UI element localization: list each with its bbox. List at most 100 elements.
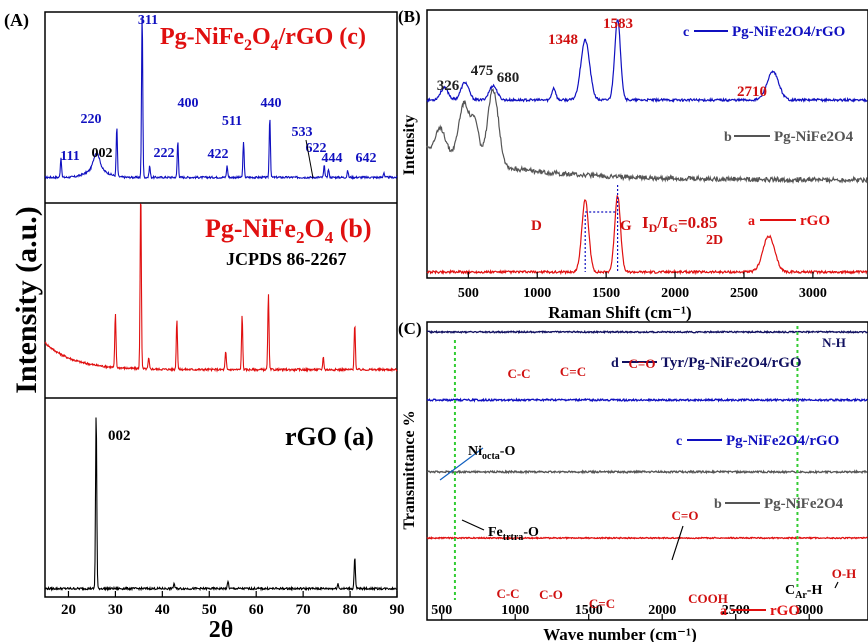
raman-peak-label-1348: 1348	[548, 32, 578, 48]
x-tick-label: 1000	[523, 286, 551, 301]
panel-b-x-axis-label: Raman Shift (cm⁻¹)	[548, 303, 691, 322]
panel-b-label: (B)	[398, 7, 421, 26]
raman-2d-label: 2D	[706, 233, 723, 248]
title-c-sub1: 2	[244, 37, 252, 54]
raman-curve-a	[426, 195, 868, 276]
ratio-value: =0.85	[678, 213, 717, 232]
ftir-legend-name-d: Tyr/Pg-NiFe2O4/rGO	[661, 355, 802, 371]
x-tick-label: 2000	[661, 286, 689, 301]
peak-label-444: 444	[322, 151, 343, 166]
ratio-sub-g: G	[669, 221, 678, 235]
panel-b-y-axis-label: Intensity	[401, 115, 418, 175]
x-tick-label: 3000	[795, 603, 823, 618]
band-label-c-o: C=O	[629, 356, 656, 371]
xrd-curve-b	[44, 203, 398, 373]
panel-c-curves	[426, 326, 868, 600]
x-tick-label: 3000	[799, 286, 827, 301]
x-tick-label: 90	[390, 602, 405, 618]
x-tick-label: 1000	[501, 603, 529, 618]
peak-label-642: 642	[356, 151, 377, 166]
band-label-c-o: C-O	[539, 587, 563, 602]
raman-curve-c	[426, 18, 868, 103]
peak-label-511: 511	[222, 114, 242, 129]
panel-a-curves	[44, 17, 398, 592]
panel-a-title-a: rGO (a)	[285, 422, 374, 451]
x-tick-label: 500	[458, 286, 479, 301]
raman-peak-label-680: 680	[497, 70, 520, 86]
panel-c-y-axis-label: Transmittance %	[401, 410, 418, 529]
peak-label-440: 440	[261, 96, 282, 111]
car-sub: Ar	[795, 590, 807, 601]
panel-c-x-ticks: 500 1000 1500 2000 2500 3000	[431, 603, 823, 620]
ratio-i1: I	[642, 213, 649, 232]
panel-b-x-ticks: 500 1000 1500 2000 2500 3000	[458, 272, 827, 301]
ni-octa-label: Niocta-O	[468, 444, 515, 462]
panel-b-frame	[426, 9, 868, 279]
band-label-c-o: C=O	[672, 508, 699, 523]
arrow-ni	[439, 447, 484, 481]
raman-ratio: ID/IG=0.85	[642, 213, 717, 235]
raman-g-label: G	[620, 218, 632, 234]
ratio-mid: /I	[656, 213, 669, 232]
peak-label-311: 311	[138, 13, 158, 28]
peak-label-622: 622	[306, 141, 327, 156]
raman-peak-label-326: 326	[437, 78, 460, 94]
ftir-legend-key-a: a	[720, 604, 727, 619]
peak-label-220: 220	[81, 112, 102, 127]
x-tick-label: 20	[61, 602, 76, 618]
arrow-fe	[461, 519, 485, 531]
x-tick-label: 60	[249, 602, 264, 618]
raman-d-label: D	[531, 218, 542, 234]
panel-a-y-axis-label: Intensity (a.u.)	[10, 206, 43, 394]
band-label-c-c: C=C	[589, 596, 615, 611]
peak-label-222: 222	[154, 146, 175, 161]
panel-b: (B) 500 1000 1500 2000 2500 3000 326 475 680 134…	[398, 7, 868, 322]
ni-tail: -O	[500, 444, 516, 459]
peak-label-111: 111	[60, 149, 79, 164]
legend-name-c: Pg-NiFe2O4/rGO	[732, 24, 845, 40]
title-c-main: Pg-NiFe	[160, 24, 244, 50]
xrd-curve-c	[44, 17, 398, 181]
fe-tail: -O	[523, 525, 539, 540]
car-main: C	[785, 583, 795, 598]
raman-peak-label-2710: 2710	[737, 84, 767, 100]
panel-a-title-b: Pg-NiFe2O4 (b)	[205, 214, 371, 247]
ftir-legend-name-a: rGO	[770, 603, 800, 619]
panel-a-jcpds: JCPDS 86-2267	[226, 249, 347, 269]
panel-b-curves	[426, 18, 868, 276]
band-label-c-c: C-C	[496, 586, 519, 601]
title-c-mid: O	[252, 24, 271, 50]
band-label-cooh: COOH	[688, 591, 728, 606]
car-tail: -H	[807, 583, 823, 598]
x-tick-label: 2000	[648, 603, 676, 618]
fe-sub: trtra	[503, 532, 524, 543]
legend-key-a: a	[748, 214, 755, 229]
raman-peak-label-475: 475	[471, 63, 494, 79]
band-label-n-h: N-H	[822, 335, 846, 350]
x-tick-label: 50	[202, 602, 217, 618]
panel-a-x-axis-label: 2θ	[209, 617, 234, 642]
band-label-c-c: C=C	[560, 364, 586, 379]
peak-label-422: 422	[208, 147, 229, 162]
ftir-curve-b	[426, 469, 868, 475]
peak-label-rgo-002: 002	[108, 428, 131, 444]
panel-c-frame	[426, 321, 868, 621]
ftir-legend-name-c: Pg-NiFe2O4/rGO	[726, 433, 839, 449]
ratio-sub-d: D	[649, 221, 658, 235]
arrow-co-top	[671, 525, 684, 561]
x-tick-label: 70	[296, 602, 311, 618]
xrd-curve-a	[44, 417, 398, 592]
title-b-tail: (b)	[333, 214, 371, 243]
arrow-533	[305, 139, 314, 179]
ni-main: Ni	[468, 444, 482, 459]
panel-b-legend: c Pg-NiFe2O4/rGO b Pg-NiFe2O4 a rGO	[683, 24, 854, 229]
band-label-c-c: C-C	[507, 366, 530, 381]
legend-key-b: b	[724, 130, 732, 145]
ftir-legend-name-b: Pg-NiFe2O4	[764, 496, 844, 512]
x-tick-label: 80	[343, 602, 358, 618]
panel-a-label: (A)	[4, 10, 29, 31]
title-b-main: Pg-NiFe	[205, 214, 296, 243]
